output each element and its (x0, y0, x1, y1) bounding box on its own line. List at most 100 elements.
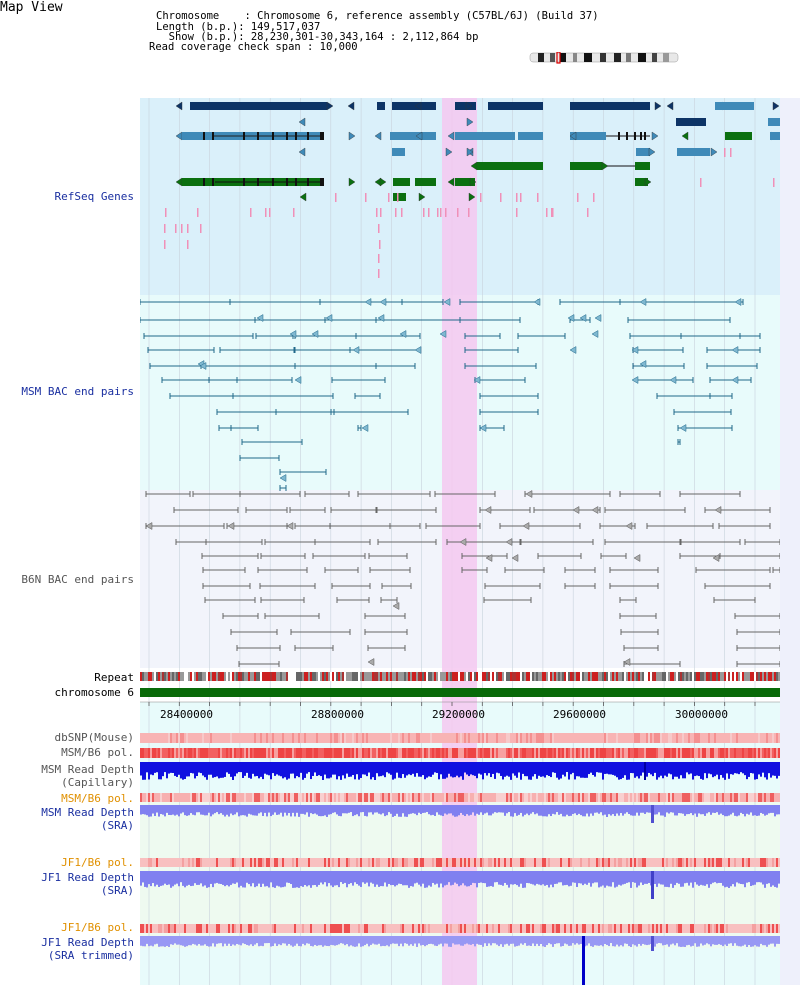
jf1-pol-cell-2 (150, 924, 152, 933)
pink-feature (440, 208, 442, 217)
jf1-depth-bar (316, 871, 318, 887)
msm-depth-cap-bar (756, 762, 758, 780)
dbsnp-cell (570, 733, 572, 743)
jf1-pol-cell-2 (272, 924, 274, 933)
dbsnp-cell (444, 733, 446, 743)
track-panel[interactable] (140, 98, 780, 985)
dbsnp-cell (346, 733, 348, 743)
msm-depth-sra-bar (482, 805, 484, 815)
repeat-element (600, 672, 602, 681)
jf1-trim-bar (308, 936, 310, 944)
msm-depth-sra-bar (274, 805, 276, 813)
msm-depth-sra-bar (258, 805, 260, 814)
msm-depth-sra-bar (666, 805, 668, 813)
jf1-pol-cell-2 (184, 924, 186, 933)
msm-pol-cell (538, 748, 540, 758)
jf1-pol-cell-2 (350, 924, 352, 933)
jf1-pol-cell (234, 858, 236, 867)
msm-depth-cap-bar (656, 762, 658, 780)
msm-depth-cap-bar (628, 762, 630, 780)
msm-pol-cell-2 (510, 793, 512, 802)
msm-depth-sra-bar (252, 805, 254, 816)
jf1-pol-cell (714, 858, 716, 867)
msm-depth-cap-bar (560, 762, 562, 779)
msm-depth-sra-bar (760, 805, 762, 813)
jf1-pol-cell-2 (366, 924, 368, 933)
dbsnp-cell (184, 733, 186, 743)
jf1-trim-bar (186, 936, 188, 947)
jf1-depth-bar (342, 871, 344, 884)
jf1-pol-cell-2 (744, 924, 746, 933)
dbsnp-cell (176, 733, 178, 743)
repeat-element (544, 672, 546, 681)
jf1-pol-cell (254, 858, 256, 867)
repeat-element (546, 672, 548, 681)
msm-pol-cell (478, 748, 480, 758)
msm-depth-cap-bar (668, 762, 670, 774)
msm-depth-cap-bar (520, 762, 522, 780)
jf1-pol-cell (542, 858, 544, 867)
msm-depth-sra-bar (400, 805, 402, 817)
jf1-pol-cell-2 (520, 924, 522, 933)
repeat-element (762, 672, 764, 681)
msm-pol-cell-2 (316, 793, 318, 802)
msm-pol-cell (144, 748, 146, 758)
msm-pol-cell (518, 748, 520, 758)
msm-depth-sra-bar (766, 805, 768, 815)
jf1-pol-cell-2 (270, 924, 272, 933)
msm-pol-cell (646, 748, 648, 758)
jf1-pol-cell (610, 858, 612, 867)
msm-pol-cell (316, 748, 318, 758)
jf1-pol-cell-2 (500, 924, 502, 933)
jf1-pol-cell-2 (362, 924, 364, 933)
jf1-pol-cell (148, 858, 150, 867)
jf1-pol-cell-2 (144, 924, 146, 933)
jf1-trim-bar (706, 936, 708, 944)
msm-depth-sra-bar (512, 805, 514, 817)
repeat-element (324, 672, 326, 681)
dbsnp-cell (174, 733, 176, 743)
jf1-depth-bar (384, 871, 386, 883)
repeat-element (284, 672, 286, 681)
chromosome-ideogram[interactable] (528, 52, 683, 64)
msm-depth-sra-bar (582, 805, 584, 817)
jf1-trim-bar (510, 936, 512, 944)
jf1-pol-cell-2 (642, 924, 644, 933)
msm-pol-cell-2 (622, 793, 624, 802)
msm-depth-cap-bar (310, 762, 312, 780)
jf1-pol-cell-2 (398, 924, 400, 933)
jf1-pol-cell (292, 858, 294, 867)
dbsnp-cell (154, 733, 156, 743)
msm-depth-sra-bar (578, 805, 580, 814)
bac-end-arrow (572, 506, 580, 514)
bac-end-arrow (594, 314, 602, 322)
jf1-depth-bar (576, 871, 578, 887)
msm-depth-cap-bar (676, 762, 678, 777)
repeat-element (760, 672, 762, 681)
repeat-element (660, 672, 662, 681)
jf1-trim-bar (392, 936, 394, 944)
msm-pol-cell (588, 748, 590, 758)
msm-pol-cell (214, 748, 216, 758)
msm-depth-sra-bar (558, 805, 560, 815)
repeat-element (630, 672, 632, 681)
msm-depth-cap-bar (422, 762, 424, 776)
tracks-canvas[interactable] (140, 98, 780, 985)
msm-depth-sra-bar (340, 805, 342, 817)
jf1-pol-cell (426, 858, 428, 867)
repeat-element (316, 672, 318, 681)
jf1-depth-bar (458, 871, 460, 887)
msm-depth-sra-bar (690, 805, 692, 814)
jf1-pol-cell-2 (356, 924, 358, 933)
msm-pol-cell-2 (520, 793, 522, 802)
jf1-pol-cell (586, 858, 588, 867)
repeat-element (212, 672, 214, 681)
jf1-pol-cell (616, 858, 618, 867)
jf1-pol-cell-2 (368, 924, 370, 933)
msm-pol-cell (604, 748, 606, 758)
jf1-trim-bar (538, 936, 540, 946)
msm-depth-cap-bar (608, 762, 610, 775)
msm-depth-sra-bar (166, 805, 168, 813)
jf1-depth-bar (334, 871, 336, 886)
repeat-element (182, 672, 184, 681)
